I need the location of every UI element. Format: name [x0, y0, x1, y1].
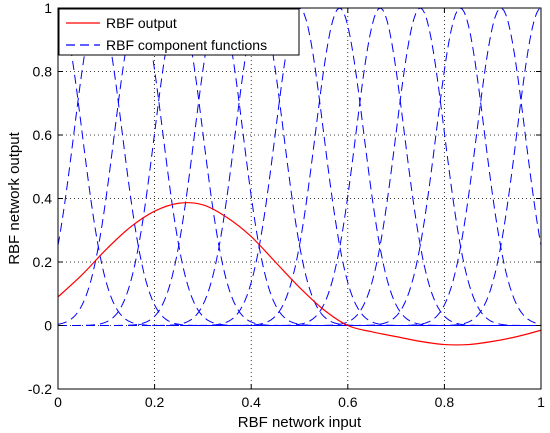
legend-box [58, 8, 300, 56]
y-tick-label: -0.2 [28, 381, 52, 397]
output-curve-group [57, 202, 542, 346]
y-axis-label: RBF network output [6, 131, 23, 264]
y-tick-label: 1 [44, 0, 52, 16]
x-tick-label: 0.4 [241, 394, 261, 410]
x-tick-label: 0.2 [145, 394, 165, 410]
y-tick-label: 0.8 [33, 64, 53, 80]
grid-lines [58, 8, 541, 389]
rbf-output-curve [57, 202, 542, 346]
x-tick-label: 1 [537, 394, 545, 410]
y-tick-label: 0.6 [33, 127, 53, 143]
axis-ticks: 0 0.2 0.4 0.6 0.8 1-0.200.20.40.60.81 [28, 0, 545, 410]
legend-label-rbf-output: RBF output [106, 15, 177, 31]
legend-label-rbf-components: RBF component functions [106, 37, 267, 53]
component-function-curve [58, 7, 542, 326]
x-axis-label: RBF network input [238, 414, 362, 431]
x-tick-label: 0 [54, 394, 62, 410]
component-function-curve [58, 7, 541, 326]
x-tick-label: 0.8 [435, 394, 455, 410]
y-tick-label: 0 [44, 318, 52, 334]
y-tick-label: 0.2 [33, 254, 53, 270]
component-function-curve [58, 7, 541, 326]
x-tick-label: 0.6 [338, 394, 358, 410]
y-tick-label: 0.4 [33, 191, 53, 207]
legend: RBF output RBF component functions [58, 8, 300, 56]
